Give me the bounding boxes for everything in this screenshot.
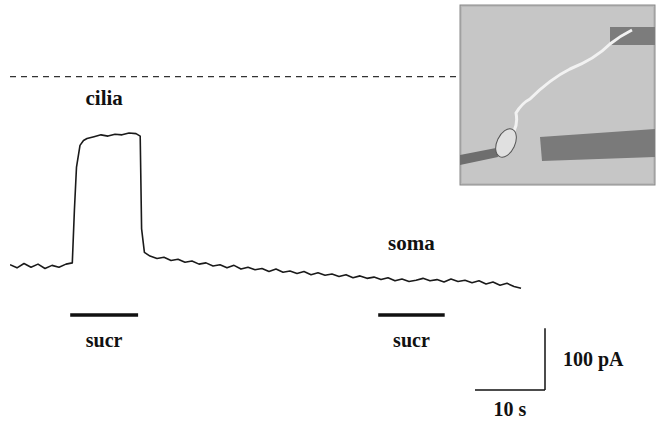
stimulus-bar <box>70 313 138 317</box>
site-label: soma <box>388 231 435 255</box>
inset-patch-pipette <box>460 148 498 165</box>
stimulus-label: sucr <box>393 329 430 351</box>
stimulus-bar <box>378 313 445 317</box>
inset-pipette <box>540 129 655 161</box>
current-trace <box>10 133 521 288</box>
trace-group <box>10 133 521 315</box>
scale-label-y: 100 pA <box>563 348 624 371</box>
inset-cell <box>500 30 632 153</box>
inset-background <box>460 5 655 185</box>
figure: sucr cilia sucr soma 10 s 100 pA <box>0 0 669 433</box>
inset-photo <box>460 5 655 185</box>
stimulus-label: sucr <box>86 329 123 351</box>
reference-line <box>10 76 458 77</box>
scale-bar-y <box>544 328 546 390</box>
site-label: cilia <box>85 86 123 110</box>
inset-soma <box>492 126 521 161</box>
scale-bar-x <box>475 389 545 391</box>
inset-electrode <box>610 27 655 45</box>
scale-label-x: 10 s <box>494 398 527 420</box>
